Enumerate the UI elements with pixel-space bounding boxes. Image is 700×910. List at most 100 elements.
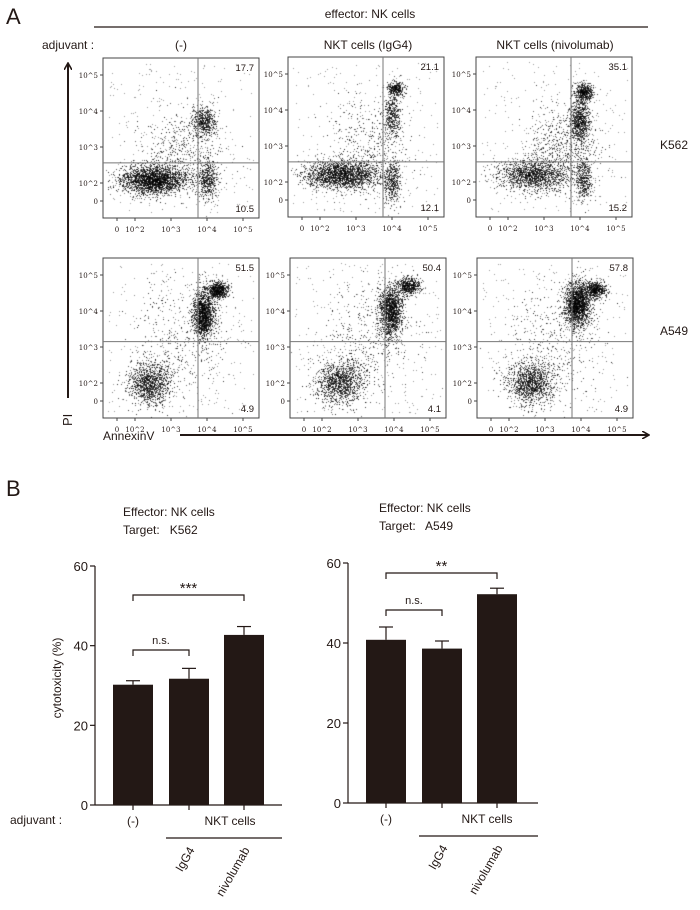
x-tick-label: 0 [115, 426, 119, 434]
y-tick-label: 20 [327, 716, 341, 731]
y-tick-label: 10^2 [452, 179, 471, 187]
x-tick-label: 10^2 [125, 226, 144, 234]
column-header-nivolumab: NKT cells (nivolumab) [496, 38, 613, 52]
y-tick-label: 0 [94, 398, 98, 406]
row-label-k562: K562 [660, 138, 688, 152]
y-tick-label: 10^2 [453, 380, 472, 388]
bar-igg4 [169, 678, 209, 805]
x-tick-label: 0 [488, 225, 492, 233]
x-tick-label: 10^3 [535, 426, 554, 434]
flow-plot-frame: 57.8 4.9 0 10^2 10^3 10^4 10^5 0 10^2 10^3 10^4 10^… [453, 257, 634, 434]
bar-chart-a549: 0 20 40 60 (-) NKT cells IgG4 nivolumab n.s. ** [327, 556, 538, 897]
bar-none [366, 639, 406, 803]
x-tick-label: 10^2 [499, 426, 518, 434]
row-label-a549: A549 [660, 324, 688, 338]
x-tick-label: 10^4 [571, 426, 591, 434]
y-tick-label: 10^4 [264, 107, 284, 115]
y-tick-label: 10^2 [266, 380, 285, 388]
significance-bracket [132, 649, 190, 656]
quadrant-lower-right-value: 10.5 [236, 204, 255, 215]
y-tick-label: 10^3 [79, 344, 98, 352]
x-tick-label: 10^4 [570, 225, 590, 233]
plot-border [102, 57, 260, 219]
y-tick-label: 10^2 [79, 180, 98, 188]
group-label-nkt-cells: NKT cells [204, 814, 255, 828]
x-tick-label: 0 [115, 226, 119, 234]
y-tick-label: 0 [94, 198, 98, 206]
significance-label: n.s. [152, 635, 170, 647]
significance-bracket [385, 572, 498, 579]
category-label-igg4: IgG4 [172, 844, 197, 874]
quadrant-lower-right-value: 4.9 [615, 404, 628, 415]
x-tick-label: 10^4 [197, 426, 217, 434]
panel-b-label: B [6, 476, 21, 501]
bar-chart-k562-title: Effector: NK cells [123, 505, 215, 519]
quadrant-lower-right-value: 12.1 [421, 203, 440, 214]
x-tick-label: 10^4 [197, 226, 217, 234]
x-tick-label: 10^3 [534, 225, 553, 233]
significance-label: n.s. [405, 595, 423, 607]
y-tick-label: 10^5 [264, 71, 283, 79]
y-tick-label: 40 [327, 636, 341, 651]
y-tick-label: 10^5 [79, 272, 98, 280]
flow-dot-plot-a549-igg4 [290, 258, 446, 418]
x-tick-label: 10^5 [607, 426, 626, 434]
x-tick-label: 10^5 [606, 225, 625, 233]
panel-a-label: A [6, 4, 21, 29]
quadrant-lower-right-value: 15.2 [609, 203, 628, 214]
x-tick-label: 10^4 [382, 225, 402, 233]
x-tick-label: 10^2 [498, 225, 517, 233]
bar-chart-a549-subtitle: Target: A549 [379, 519, 453, 533]
y-tick-label: 0 [468, 398, 472, 406]
y-tick-label: 10^4 [452, 107, 472, 115]
quadrant-upper-right-value: 17.7 [236, 63, 255, 74]
quadrant-upper-right-value: 57.8 [610, 263, 629, 274]
y-tick-label: 10^5 [266, 272, 285, 280]
x-tick-label: 10^5 [418, 225, 437, 233]
plot-border [475, 56, 633, 218]
y-tick-label: 10^2 [79, 380, 98, 388]
group-label-nkt-cells: NKT cells [461, 812, 512, 826]
y-tick-label: 10^3 [452, 143, 471, 151]
category-label-none: (-) [380, 812, 392, 826]
bar-igg4 [422, 648, 462, 803]
bar-nivolumab [477, 594, 517, 803]
plot-border [289, 257, 447, 419]
category-label-igg4: IgG4 [425, 842, 450, 872]
y-tick-label: 10^4 [79, 108, 99, 116]
y-tick-label: 60 [74, 559, 88, 574]
x-tick-label: 10^3 [346, 225, 365, 233]
flow-plot-frame: 17.7 10.5 0 10^2 10^3 10^4 10^5 0 10^2 10^3 10^4 10… [79, 57, 260, 234]
plot-border [287, 56, 445, 218]
flow-plot-frame: 35.1 15.2 0 10^2 10^3 10^4 10^5 0 10^2 10^3 10^4 10… [452, 56, 633, 233]
x-tick-label: 10^5 [420, 426, 439, 434]
y-tick-label: 10^3 [264, 143, 283, 151]
pi-axis-label: PI [60, 414, 75, 426]
y-tick-label: 10^3 [453, 344, 472, 352]
x-tick-label: 0 [300, 225, 304, 233]
x-tick-label: 10^2 [310, 225, 329, 233]
flow-plot-frame: 21.1 12.1 0 10^2 10^3 10^4 10^5 0 10^2 10^3 10^4 10… [264, 56, 445, 233]
y-tick-label: 0 [334, 796, 341, 811]
y-tick-label: 20 [74, 718, 88, 733]
x-tick-label: 10^3 [161, 426, 180, 434]
y-tick-label: 10^5 [452, 71, 471, 79]
significance-bracket [132, 594, 245, 601]
category-label-nivolumab: nivolumab [213, 844, 253, 899]
quadrant-lower-right-value: 4.9 [241, 404, 254, 415]
y-tick-label: 10^3 [79, 144, 98, 152]
y-tick-label: 40 [74, 639, 88, 654]
y-tick-label: 10^4 [453, 308, 473, 316]
significance-label: ** [436, 558, 448, 575]
y-tick-label: 10^4 [266, 308, 286, 316]
y-tick-label: 10^2 [264, 179, 283, 187]
flow-dot-plot-k562-none [103, 58, 259, 218]
significance-label: *** [180, 580, 198, 597]
effector-header: effector: NK cells [325, 7, 415, 21]
significance-bracket [385, 609, 443, 616]
flow-dot-plot-a549-none [103, 258, 259, 418]
bar-chart-k562-ylabel: cytotoxicity (%) [50, 638, 64, 719]
bar-chart-k562: 0 20 40 60 (-) NKT cells IgG4 nivolumab n.s. *** [74, 559, 282, 899]
annexinv-axis-label: AnnexinV [103, 429, 154, 443]
